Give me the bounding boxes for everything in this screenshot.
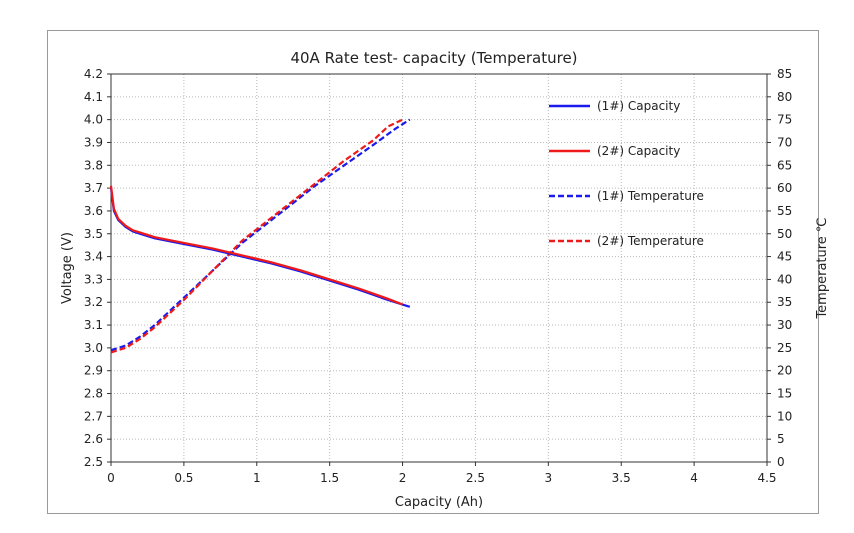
grid bbox=[111, 74, 767, 462]
y-tick-label: 3.0 bbox=[84, 341, 103, 355]
y2-tick-label: 0 bbox=[777, 455, 785, 469]
y2-tick-label: 65 bbox=[777, 158, 792, 172]
chart-title: 40A Rate test- capacity (Temperature) bbox=[290, 49, 577, 67]
y2-tick-label: 50 bbox=[777, 227, 792, 241]
x-tick-label: 1 bbox=[253, 471, 261, 485]
y-tick-label: 3.6 bbox=[84, 204, 103, 218]
y-tick-label: 4.2 bbox=[84, 67, 103, 81]
x-tick-label: 0.5 bbox=[174, 471, 193, 485]
series-line-4 bbox=[110, 118, 404, 354]
y2-tick-label: 20 bbox=[777, 364, 792, 378]
x-ticks: 0 0.5 1 1.5 2 2.5 3 3.5 4 4.5 bbox=[107, 462, 777, 485]
y-tick-label: 3.5 bbox=[84, 227, 103, 241]
y2-tick-label: 30 bbox=[777, 318, 792, 332]
y-tick-label: 3.2 bbox=[84, 295, 103, 309]
y-tick-label: 3.1 bbox=[84, 318, 103, 332]
legend-label: (2#) Temperature bbox=[597, 234, 704, 248]
y-tick-label: 2.6 bbox=[84, 432, 103, 446]
x-tick-label: 3.5 bbox=[612, 471, 631, 485]
x-tick-label: 4 bbox=[690, 471, 698, 485]
y2-axis-label: Temperature ℃ bbox=[815, 217, 830, 319]
y2-tick-label: 40 bbox=[777, 272, 792, 286]
y-ticks: 2.5 2.6 2.7 2.8 2.9 3.0 3.1 3.2 3.3 3.4 3.5 3.6 3.7 3… bbox=[84, 67, 111, 469]
y2-tick-label: 15 bbox=[777, 387, 792, 401]
y2-tick-label: 35 bbox=[777, 295, 792, 309]
y-tick-label: 3.4 bbox=[84, 250, 103, 264]
series-line-2 bbox=[109, 185, 404, 306]
y-tick-label: 2.5 bbox=[84, 455, 103, 469]
x-tick-label: 1.5 bbox=[320, 471, 339, 485]
y2-tick-label: 75 bbox=[777, 113, 792, 127]
x-tick-label: 2.5 bbox=[466, 471, 485, 485]
x-tick-label: 3 bbox=[545, 471, 553, 485]
y-tick-label: 3.8 bbox=[84, 158, 103, 172]
x-tick-label: 0 bbox=[107, 471, 115, 485]
y-tick-label: 2.7 bbox=[84, 409, 103, 423]
y-axis-label: Voltage (V) bbox=[60, 232, 75, 304]
series-line-1 bbox=[109, 187, 411, 308]
y2-tick-label: 70 bbox=[777, 135, 792, 149]
y2-ticks: 0 5 10 15 20 25 30 35 40 45 50 55 60 65 70 75 80 85 bbox=[767, 67, 792, 469]
x-tick-label: 4.5 bbox=[757, 471, 776, 485]
series-lines bbox=[109, 118, 411, 354]
y-tick-label: 3.9 bbox=[84, 135, 103, 149]
y2-tick-label: 60 bbox=[777, 181, 792, 195]
y-tick-label: 3.3 bbox=[84, 272, 103, 286]
y-tick-label: 4.0 bbox=[84, 113, 103, 127]
y2-tick-label: 85 bbox=[777, 67, 792, 81]
legend-label: (2#) Capacity bbox=[597, 144, 680, 158]
y2-tick-label: 45 bbox=[777, 250, 792, 264]
legend-label: (1#) Temperature bbox=[597, 189, 704, 203]
y-tick-label: 3.7 bbox=[84, 181, 103, 195]
plot-area-border bbox=[110, 73, 768, 463]
y2-tick-label: 10 bbox=[777, 409, 792, 423]
series-line-3 bbox=[110, 118, 411, 352]
y2-tick-label: 25 bbox=[777, 341, 792, 355]
y2-tick-label: 5 bbox=[777, 432, 785, 446]
x-tick-label: 2 bbox=[399, 471, 407, 485]
x-axis-label: Capacity (Ah) bbox=[395, 495, 483, 510]
y-tick-label: 2.9 bbox=[84, 364, 103, 378]
legend: (1#) Capacity (2#) Capacity (1#) Temperatu… bbox=[549, 99, 704, 248]
chart-frame bbox=[47, 30, 819, 514]
y2-tick-label: 55 bbox=[777, 204, 792, 218]
y-tick-label: 2.8 bbox=[84, 387, 103, 401]
y2-tick-label: 80 bbox=[777, 90, 792, 104]
y-tick-label: 4.1 bbox=[84, 90, 103, 104]
legend-label: (1#) Capacity bbox=[597, 99, 680, 113]
